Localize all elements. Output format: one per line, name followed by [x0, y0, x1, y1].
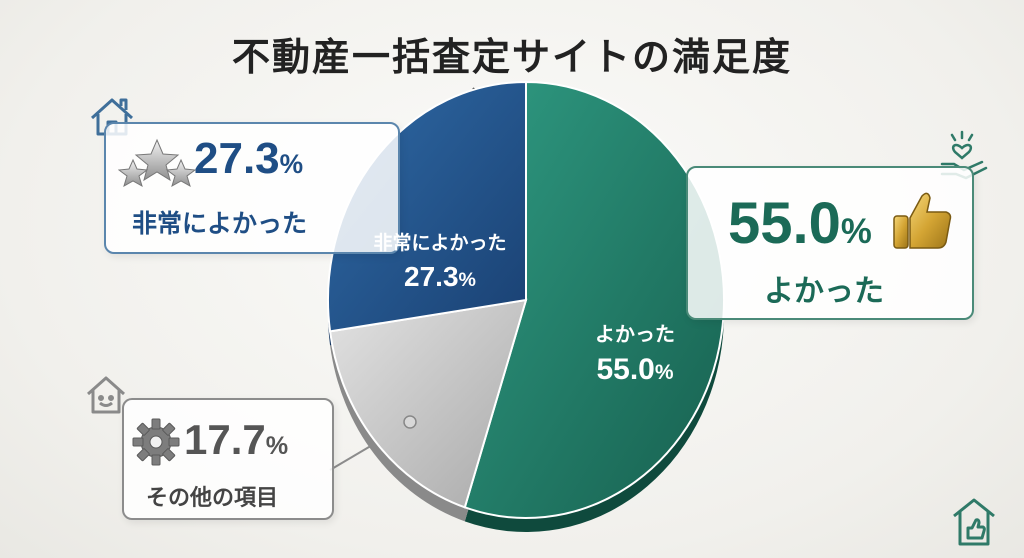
slice-label-very-good-text: 非常によかった [373, 232, 507, 254]
stars-icon [118, 138, 196, 188]
other-percent: 17.7% [184, 416, 289, 463]
slice-label-very-good: 非常によかった 27.3% [360, 228, 520, 293]
other-label: その他の項目 [146, 486, 279, 511]
pie-slice-other [328, 298, 528, 509]
pie-slice-good [463, 80, 725, 519]
pie-slices [327, 80, 725, 519]
chart-title: 不動産一括査定サイトの満足度 [231, 35, 792, 79]
thumbs-up-icon [893, 192, 952, 249]
slice-label-good: よかった 55.0% [560, 318, 710, 387]
leader-dot-gray [403, 415, 417, 429]
gear-icon [132, 418, 180, 466]
very-good-percent: 27.3% [194, 134, 304, 183]
callout-good: 55.0% よかった [686, 166, 974, 320]
slice-label-good-value: 55.0% [596, 353, 674, 386]
good-label: よかった [764, 274, 884, 309]
thumb-house-icon [953, 498, 995, 546]
smile-house-icon [87, 376, 125, 414]
slice-label-very-good-value: 27.3% [404, 261, 476, 292]
slice-label-good-text: よかった [595, 322, 675, 346]
callout-other: 17.7% その他の項目 [122, 398, 334, 520]
good-percent: 55.0% [728, 191, 872, 256]
callout-very-good: 27.3% 非常によかった [104, 122, 400, 254]
very-good-label: 非常によかった [132, 209, 308, 238]
